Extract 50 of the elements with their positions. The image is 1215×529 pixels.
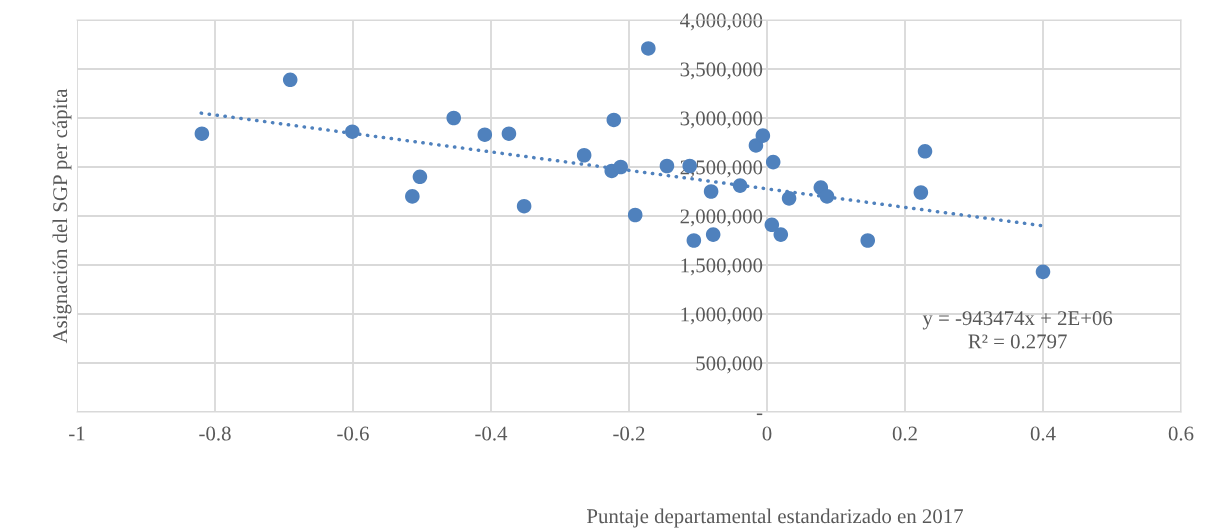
point xyxy=(405,189,420,204)
y-axis-title: Asignación del SGP per cápita xyxy=(52,88,72,344)
x-tick-label: -0.2 xyxy=(613,426,645,441)
x-tick-label: -0.4 xyxy=(475,426,508,441)
x-axis-title: Puntaje departamental estandarizado en 2017 xyxy=(587,508,963,528)
point xyxy=(613,159,628,175)
point xyxy=(477,127,493,142)
point xyxy=(917,144,933,159)
annotation: y = -943474x + 2E+06 R² = 0.2797 xyxy=(922,311,1113,349)
x-tick-label: -0.6 xyxy=(337,426,369,441)
point xyxy=(748,138,764,153)
point xyxy=(641,41,656,56)
y-tick-label: - xyxy=(756,413,763,416)
x-tick-label: 0.2 xyxy=(892,426,917,441)
point xyxy=(501,126,517,141)
point xyxy=(345,124,360,139)
point xyxy=(282,72,298,88)
x-tick-label: 0.4 xyxy=(1030,426,1056,441)
y-tick-label: 1,500,000 xyxy=(681,258,763,276)
point xyxy=(765,154,781,170)
y-tick-label: 1,000,000 xyxy=(681,307,763,325)
point xyxy=(194,126,210,141)
point xyxy=(606,112,622,128)
point xyxy=(819,189,835,204)
point xyxy=(446,110,462,126)
x-tick-label: 0.6 xyxy=(1168,426,1194,441)
point xyxy=(412,169,428,185)
point xyxy=(773,227,789,242)
y-tick-label: 3,500,000 xyxy=(680,62,763,80)
y-tick-label: 4,000,000 xyxy=(680,13,763,31)
point xyxy=(659,158,675,174)
point xyxy=(732,178,748,193)
point xyxy=(576,147,592,163)
point xyxy=(913,185,929,200)
point xyxy=(781,191,797,206)
point xyxy=(1035,264,1051,280)
x-tick-label: -1 xyxy=(69,426,85,441)
point xyxy=(764,217,780,233)
point xyxy=(703,184,719,199)
x-tick-label: -0.8 xyxy=(199,426,231,441)
y-tick-label: 3,000,000 xyxy=(680,111,763,129)
point xyxy=(686,233,702,248)
point xyxy=(755,128,771,143)
x-tick-label: 0 xyxy=(762,426,772,441)
point xyxy=(860,233,876,248)
point xyxy=(516,198,532,214)
y-tick-label: 500,000 xyxy=(696,356,763,374)
point xyxy=(627,207,643,223)
y-tick-label: 2,000,000 xyxy=(680,209,763,227)
point xyxy=(705,227,721,242)
